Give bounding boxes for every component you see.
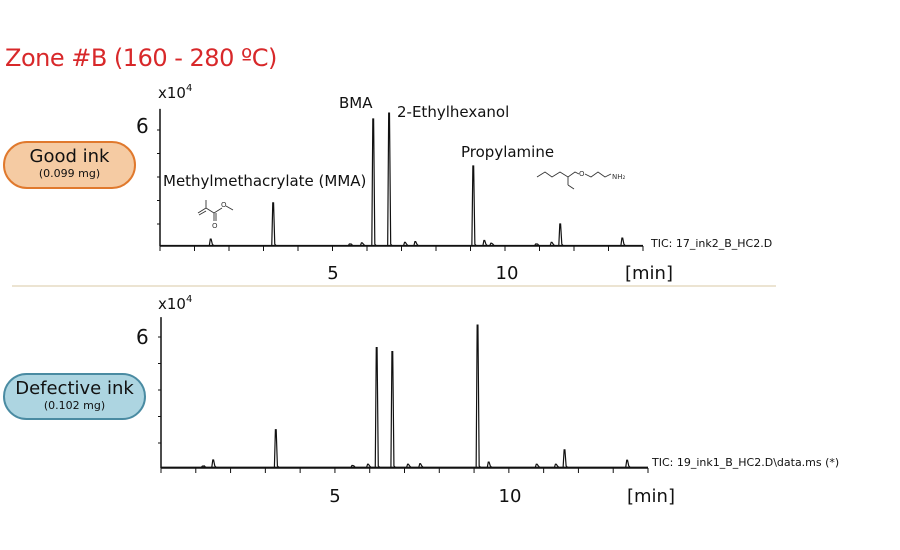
sample-mass: (0.102 mg)	[43, 399, 106, 412]
propylamine-structure: O NH₂	[536, 170, 626, 190]
chromatogram-peak	[211, 459, 217, 468]
annotation-propylamine: Propylamine	[461, 143, 554, 161]
svg-text:O: O	[579, 170, 585, 178]
chromatogram-peak	[413, 241, 419, 247]
trace-label: TIC: 19_ink1_B_HC2.D\data.ms (*)	[651, 456, 839, 469]
chromatogram-peak	[489, 242, 495, 247]
sample-badge-good-ink: Good ink (0.099 mg)	[3, 141, 136, 189]
chromatogram-peak	[390, 350, 396, 468]
chromatogram-peak	[558, 223, 564, 247]
svg-text:NH₂: NH₂	[612, 173, 626, 181]
chromatogram-peak	[534, 243, 540, 247]
chromatogram-peak	[418, 463, 424, 468]
chromatogram-peak	[475, 324, 481, 468]
chromatogram-peak	[371, 118, 377, 247]
y-tick-label: 6	[136, 114, 149, 138]
y-multiplier: x104	[158, 83, 192, 102]
zone-title: Zone #B (160 - 280 ºC)	[5, 44, 277, 72]
annotation-2-ethylhexanol: 2-Ethylhexanol	[397, 103, 509, 121]
chromatogram-peak	[387, 112, 393, 247]
chromatogram-peak	[549, 241, 556, 247]
y-tick-label: 6	[136, 325, 149, 349]
sample-mass: (0.099 mg)	[38, 167, 101, 180]
mma-structure: O O	[197, 200, 234, 230]
chart-defective-ink: x104 6 5 10 [min] TIC: 19_ink1_B_HC2.D\d…	[136, 294, 839, 507]
sample-badge-defective-ink: Defective ink (0.102 mg)	[3, 373, 146, 420]
chromatogram-peak	[471, 165, 477, 247]
chromatogram-peak	[534, 463, 541, 468]
x-axis-label: [min]	[625, 263, 673, 284]
x-tick-label: 10	[496, 263, 519, 284]
chromatogram-peak	[562, 449, 568, 468]
x-tick-label: 5	[329, 486, 340, 507]
chromatogram-peak	[271, 202, 277, 247]
chromatogram-peak	[273, 429, 280, 468]
chart-good-ink: x104 6 5 10 [min] TIC: 17_ink2_B_HC2.D M…	[136, 83, 772, 284]
x-tick-label: 5	[327, 263, 338, 284]
sample-label: Good ink	[29, 146, 110, 167]
chromatogram-peak	[200, 465, 207, 468]
sample-label: Defective ink	[15, 378, 134, 399]
chromatogram-peak	[374, 347, 381, 468]
svg-text:O: O	[212, 222, 218, 230]
chromatogram-peak	[553, 463, 560, 468]
chromatogram-peak	[625, 459, 631, 468]
chromatogram-peak	[402, 241, 409, 247]
chromatogram-peak	[482, 239, 488, 247]
x-axis-label: [min]	[627, 486, 675, 507]
chromatogram-peak	[620, 237, 626, 247]
chromatogram-peak	[208, 238, 215, 247]
annotation-bma: BMA	[339, 94, 373, 112]
chromatogram-peak	[350, 464, 356, 468]
svg-text:O: O	[221, 201, 227, 209]
chromatogram-peak	[359, 242, 366, 247]
chromatogram-peak	[486, 461, 493, 468]
chromatogram-peak	[347, 243, 354, 247]
x-tick-label: 10	[499, 486, 522, 507]
chromatogram-peak	[406, 463, 412, 468]
trace-label: TIC: 17_ink2_B_HC2.D	[650, 237, 772, 250]
y-multiplier: x104	[158, 294, 192, 313]
annotation-mma: Methylmethacrylate (MMA)	[163, 172, 366, 190]
chromatogram-peak	[366, 463, 372, 468]
